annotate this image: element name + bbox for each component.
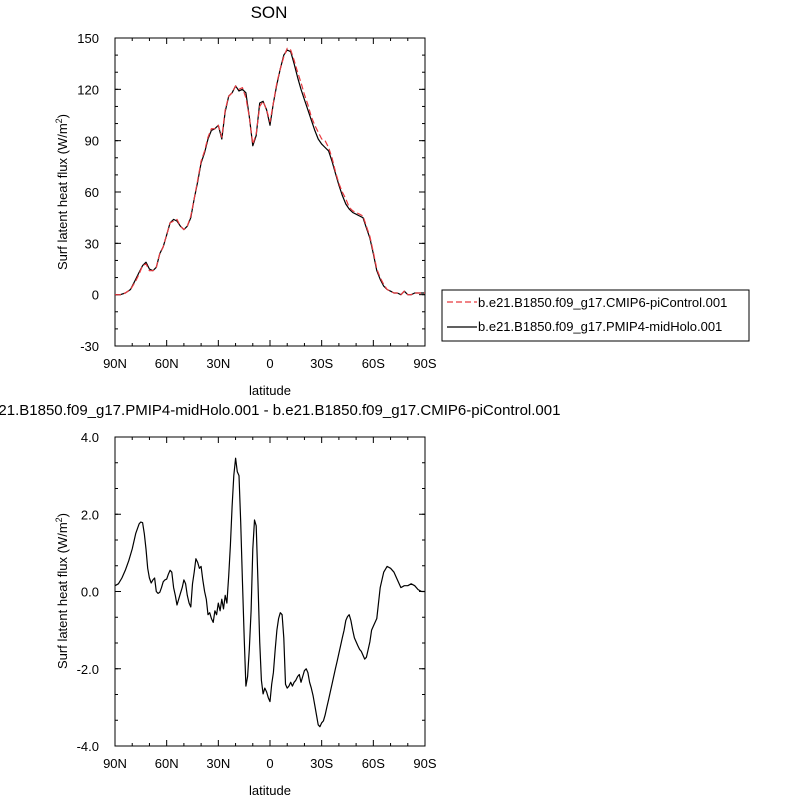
bottom-y-axis-label-sup: 2: [54, 517, 64, 522]
top-x-axis-label: latitude: [249, 383, 291, 398]
top-x-tick-label: 90N: [103, 356, 127, 371]
bottom-y-tick-label: -2.0: [77, 662, 99, 677]
top-x-tick-label: 60S: [362, 356, 385, 371]
bottom-x-tick-label: 60N: [155, 756, 179, 771]
bottom-panel: b.e21.B1850.f09_g17.PMIP4-midHolo.001 - …: [0, 402, 560, 798]
bottom-x-axis-label: latitude: [249, 783, 291, 798]
bottom-y-tick-labels: -4.0 -2.0 0.0 2.0 4.0: [77, 430, 99, 754]
bottom-x-tick-label: 90S: [413, 756, 436, 771]
top-y-axis-label-main: Surf latent heat flux (W/m: [55, 123, 70, 270]
bottom-x-tick-label: 30S: [310, 756, 333, 771]
top-y-tick-label: 30: [85, 236, 99, 251]
top-x-tick-label: 0: [266, 356, 273, 371]
top-series-line-2: [115, 49, 425, 296]
bottom-chart-title: b.e21.B1850.f09_g17.PMIP4-midHolo.001 - …: [0, 402, 560, 419]
top-y-tick-label: 120: [77, 82, 99, 97]
bottom-x-tick-label: 60S: [362, 756, 385, 771]
top-series-group: [115, 47, 425, 296]
top-y-axis-label: Surf latent heat flux (W/m2): [54, 114, 70, 270]
top-y-tick-label: 60: [85, 185, 99, 200]
bottom-y-axis-label-main: Surf latent heat flux (W/m: [55, 522, 70, 669]
top-ticks: [114, 37, 426, 347]
top-x-tick-label: 60N: [155, 356, 179, 371]
bottom-y-axis-label-tail: ): [55, 513, 70, 517]
top-panel: SON -30 0 30 60 90 120 150 90N 60N 30N 0 30S 60S 90S…: [54, 3, 750, 398]
bottom-series-group: [114, 457, 425, 728]
top-y-tick-label: 150: [77, 31, 99, 46]
bottom-series-line-1: [114, 457, 425, 728]
bottom-x-tick-label: 90N: [103, 756, 127, 771]
top-x-tick-label: 90S: [413, 356, 436, 371]
bottom-y-tick-label: 0.0: [81, 585, 99, 600]
top-plot-frame: [114, 37, 426, 347]
top-x-tick-label: 30S: [310, 356, 333, 371]
bottom-y-tick-label: 4.0: [81, 430, 99, 445]
top-series-line-1: [115, 47, 425, 296]
bottom-y-axis-label: Surf latent heat flux (W/m2): [54, 513, 70, 669]
bottom-x-tick-label: 0: [266, 756, 273, 771]
legend-box: [441, 289, 750, 342]
top-x-tick-label: 30N: [206, 356, 230, 371]
top-y-tick-label: 90: [85, 134, 99, 149]
bottom-y-tick-label: 2.0: [81, 507, 99, 522]
top-y-tick-labels: -30 0 30 60 90 120 150: [77, 31, 99, 354]
top-x-tick-labels: 90N 60N 30N 0 30S 60S 90S: [103, 356, 437, 371]
legend-label-midholo: b.e21.B1850.f09_g17.PMIP4-midHolo.001: [478, 319, 722, 334]
top-y-axis-label-tail: ): [55, 114, 70, 118]
bottom-x-tick-labels: 90N 60N 30N 0 30S 60S 90S: [103, 756, 437, 771]
bottom-x-tick-label: 30N: [206, 756, 230, 771]
bottom-y-tick-label: -4.0: [77, 739, 99, 754]
legend-label-picontrol: b.e21.B1850.f09_g17.CMIP6-piControl.001: [478, 295, 727, 310]
legend: b.e21.B1850.f09_g17.CMIP6-piControl.001 …: [441, 289, 750, 342]
top-y-tick-label: -30: [80, 339, 99, 354]
top-y-axis-label-sup: 2: [54, 118, 64, 123]
top-chart-title: SON: [251, 3, 288, 22]
top-y-tick-label: 0: [92, 288, 99, 303]
